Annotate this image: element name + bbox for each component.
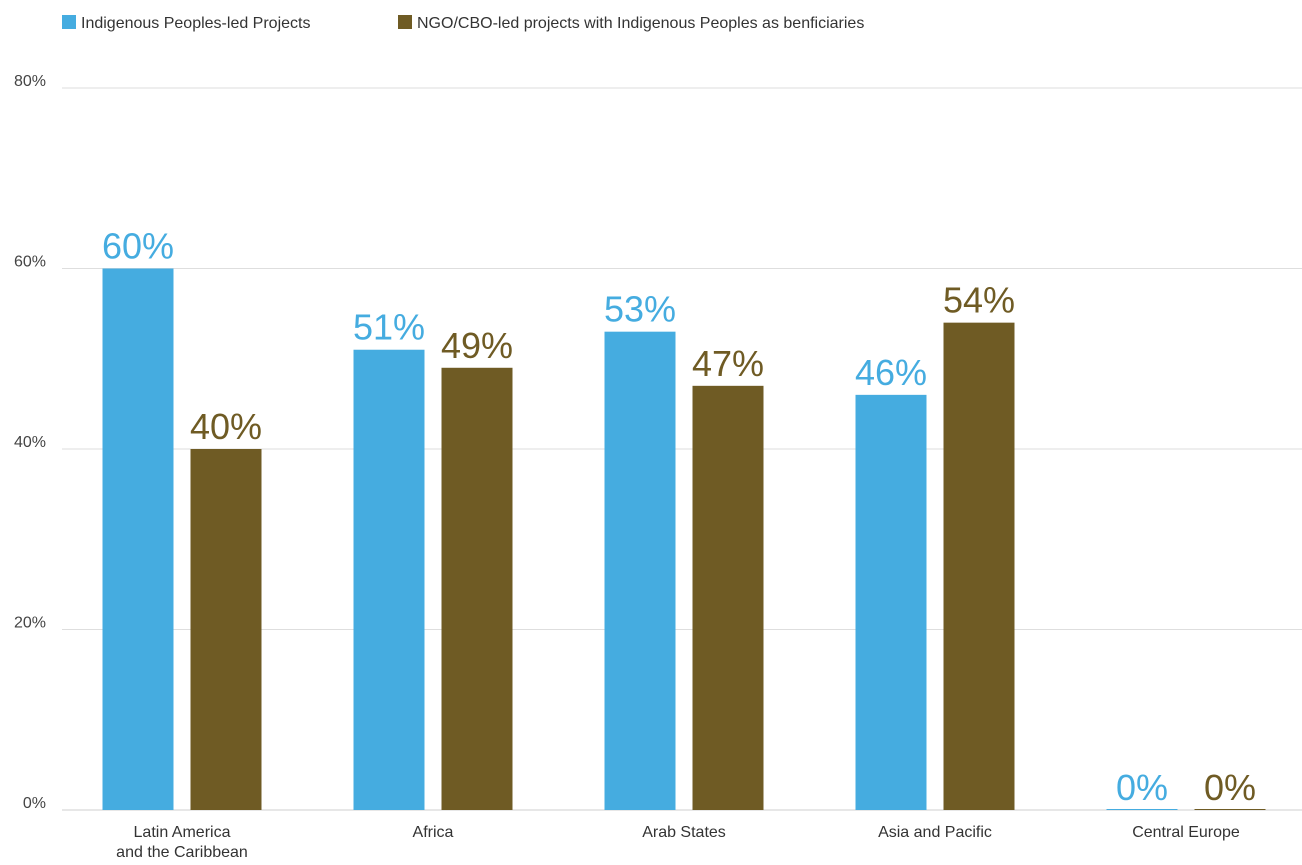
bar — [353, 349, 425, 810]
data-label: 40% — [190, 406, 262, 447]
legend: Indigenous Peoples-led Projects NGO/CBO-l… — [62, 15, 864, 32]
legend-swatch — [62, 15, 76, 29]
legend-swatch — [398, 15, 412, 29]
bar — [692, 385, 764, 810]
x-tick-label-line: Africa — [413, 824, 454, 841]
data-label: 46% — [855, 352, 927, 393]
x-tick-label-line: and the Caribbean — [116, 844, 248, 861]
y-tick-label: 20% — [14, 615, 46, 632]
gridlines — [62, 87, 1302, 811]
bar — [1106, 809, 1178, 810]
x-tick-label: Africa — [413, 824, 454, 841]
x-tick-label-line: Latin America — [134, 824, 231, 841]
legend-label: Indigenous Peoples-led Projects — [81, 15, 310, 32]
data-label: 51% — [353, 307, 425, 348]
bars — [102, 268, 1266, 810]
legend-item: Indigenous Peoples-led Projects — [62, 15, 310, 32]
y-axis: 0% 20% 40% 60% 80% — [14, 73, 46, 812]
data-label: 54% — [943, 280, 1015, 321]
data-label: 0% — [1204, 767, 1256, 808]
data-label: 49% — [441, 325, 513, 366]
x-tick-label: Asia and Pacific — [878, 824, 992, 841]
bar — [855, 394, 927, 810]
y-tick-label: 60% — [14, 254, 46, 271]
data-label: 0% — [1116, 767, 1168, 808]
data-label: 47% — [692, 343, 764, 384]
y-tick-label: 80% — [14, 73, 46, 90]
legend-label: NGO/CBO-led projects with Indigenous Peo… — [417, 15, 864, 32]
x-tick-label: Central Europe — [1132, 824, 1240, 841]
data-labels: 60% 40% 51% 49% 53% 47% 46% 54% 0% 0% — [102, 226, 1256, 809]
x-tick-label: Latin America and the Caribbean — [116, 824, 248, 861]
y-tick-label: 0% — [23, 795, 46, 812]
bar — [441, 367, 513, 810]
data-label: 53% — [604, 289, 676, 330]
x-tick-label-line: Asia and Pacific — [878, 824, 992, 841]
x-tick-label: Arab States — [642, 824, 726, 841]
x-axis: Latin America and the Caribbean Africa Arab… — [116, 824, 1240, 861]
bar — [1194, 809, 1266, 810]
y-tick-label: 40% — [14, 434, 46, 451]
data-label: 60% — [102, 226, 174, 267]
x-tick-label-line: Arab States — [642, 824, 726, 841]
bar — [102, 268, 174, 810]
bar — [604, 331, 676, 810]
x-tick-label-line: Central Europe — [1132, 824, 1240, 841]
bar — [943, 322, 1015, 810]
legend-item: NGO/CBO-led projects with Indigenous Peo… — [398, 15, 864, 32]
bar — [190, 449, 262, 810]
